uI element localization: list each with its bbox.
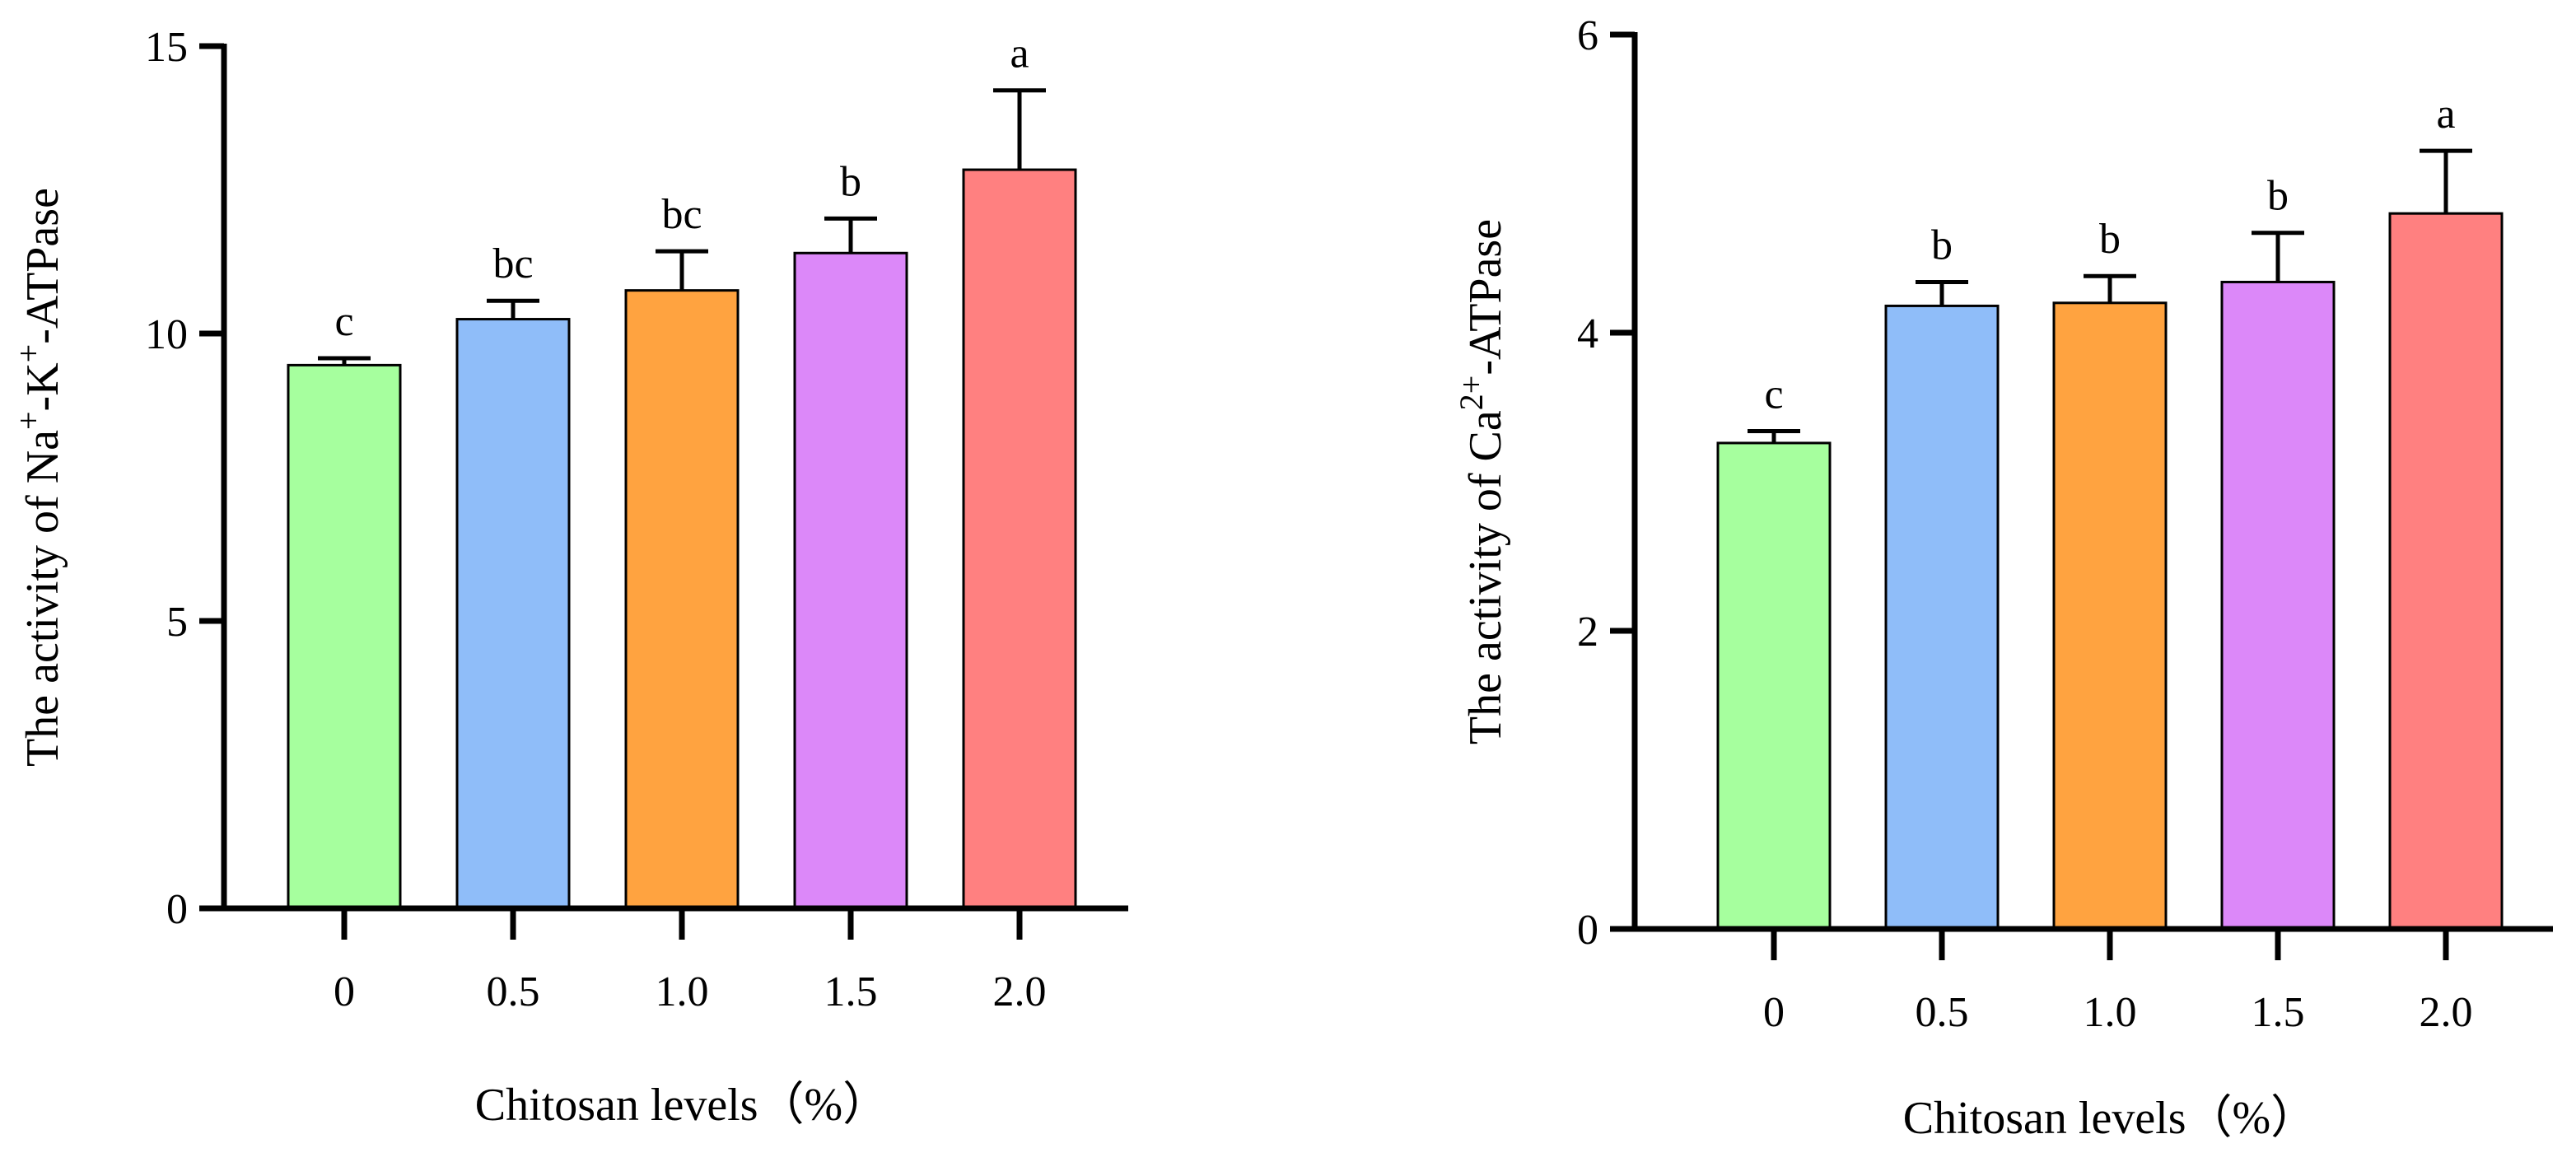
x-tick-label: 1.0 — [2084, 989, 2137, 1036]
y-tick-label: 5 — [166, 599, 188, 646]
y-tick-label: 4 — [1577, 310, 1598, 357]
x-tick-label: 0 — [334, 968, 355, 1015]
error-bar — [1916, 279, 1968, 306]
error-bar — [2252, 231, 2304, 282]
error-bar — [993, 88, 1046, 170]
significance-label: b — [2267, 173, 2289, 220]
error-bar — [487, 298, 539, 320]
y-axis-title-part: -ATPase — [1460, 219, 1511, 376]
significance-label: bc — [661, 191, 702, 238]
y-tick-label: 15 — [145, 24, 188, 71]
x-tick-label: 1.5 — [824, 968, 878, 1015]
error-bar — [2420, 148, 2472, 214]
bar-1.5 — [2220, 280, 2336, 931]
x-tick-label: 1.5 — [2252, 989, 2305, 1036]
error-bar — [2084, 273, 2136, 303]
y-tick-label: 0 — [1577, 907, 1598, 954]
significance-label: a — [1010, 30, 1029, 77]
bar-0.5 — [1884, 304, 2000, 931]
y-axis-title-part: -ATPase — [17, 188, 68, 344]
chart-na-k-atpase: c bc bc b a 0 5 10 15 0 0.5 1.0 1.5 2.0 Chitosan level… — [10, 24, 1128, 1131]
significance-label: b — [2099, 216, 2121, 263]
significance-label: b — [1931, 222, 1953, 268]
x-tick-label: 0.5 — [1916, 989, 1969, 1036]
y-tick-label: 6 — [1577, 12, 1598, 59]
y-axis-title-superscript: 2+ — [1453, 376, 1490, 411]
x-tick-label: 2.0 — [993, 968, 1047, 1015]
chart-ca-atpase: c b b b a 0 2 4 6 0 0.5 1.0 1.5 2.0 Chitosan levels（%）… — [1453, 12, 2553, 1144]
y-tick-label: 10 — [145, 311, 188, 358]
y-tick-label: 0 — [166, 886, 188, 933]
bar-0.5 — [455, 318, 571, 910]
bar-1.0 — [624, 289, 740, 910]
significance-label: bc — [492, 240, 533, 287]
significance-label: b — [840, 158, 861, 205]
y-axis-title-superscript: + — [10, 411, 47, 430]
y-axis-title-superscript: + — [10, 344, 47, 363]
y-axis-title: The activity of Na+-K+-ATPase — [10, 188, 68, 767]
y-axis-title-part: The activity of Ca — [1460, 410, 1511, 744]
y-axis-title-part: -K — [17, 362, 68, 411]
bar-2.0 — [2388, 212, 2504, 931]
bar-1.0 — [2052, 301, 2168, 931]
bar-0 — [287, 363, 402, 910]
x-axis-title: Chitosan levels（%） — [475, 1080, 889, 1131]
y-axis-title-part: The activity of Na — [17, 430, 68, 767]
bar-0 — [1716, 441, 1832, 931]
x-tick-label: 1.0 — [656, 968, 709, 1015]
error-bar — [1748, 428, 1800, 443]
significance-label: c — [334, 298, 353, 345]
error-bar — [318, 356, 371, 366]
y-axis-title: The activity of Ca2+-ATPase — [1453, 219, 1511, 744]
significance-label: a — [2436, 91, 2455, 138]
bar-1.5 — [793, 251, 908, 910]
x-tick-label: 0.5 — [487, 968, 540, 1015]
x-tick-label: 0 — [1763, 989, 1785, 1036]
bar-2.0 — [962, 168, 1077, 910]
significance-label: c — [1764, 371, 1783, 418]
error-bar — [656, 249, 708, 291]
x-tick-label: 2.0 — [2420, 989, 2473, 1036]
error-bar — [824, 216, 877, 254]
y-tick-label: 2 — [1577, 609, 1598, 656]
x-axis-title: Chitosan levels（%） — [1903, 1093, 2317, 1144]
